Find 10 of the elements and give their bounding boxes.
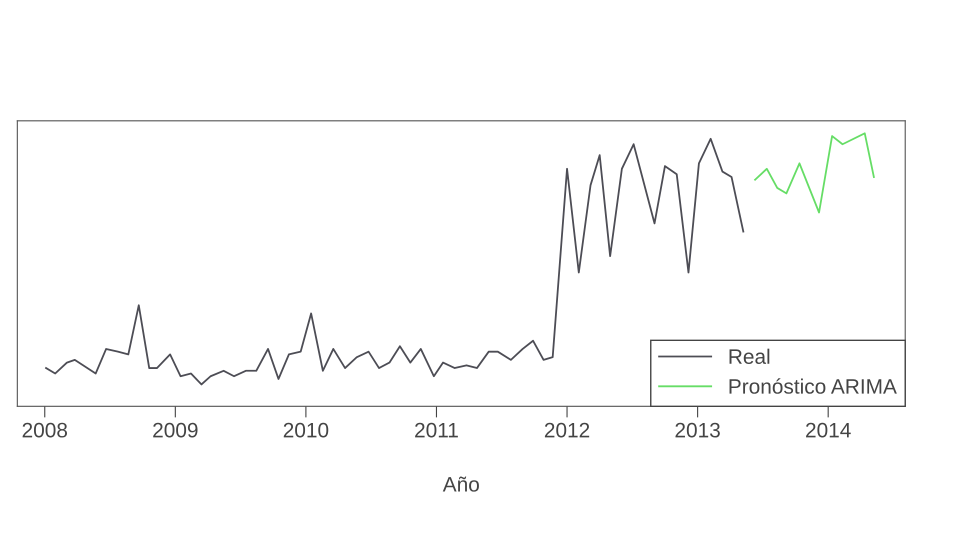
x-tick-label: 2012 — [544, 422, 590, 438]
x-tick-label: 2008 — [22, 422, 68, 438]
x-tick-label: 2010 — [284, 422, 328, 438]
legend-label: Real — [730, 348, 770, 364]
x-tick-label: 2014 — [806, 422, 851, 438]
x-axis-title: Año — [442, 476, 479, 492]
x-tick-label: 2011 — [415, 422, 458, 438]
x-tick-label: 2009 — [153, 422, 198, 438]
x-tick-label: 2013 — [675, 422, 720, 438]
legend-label: Pronóstico ARIMA — [730, 378, 897, 394]
